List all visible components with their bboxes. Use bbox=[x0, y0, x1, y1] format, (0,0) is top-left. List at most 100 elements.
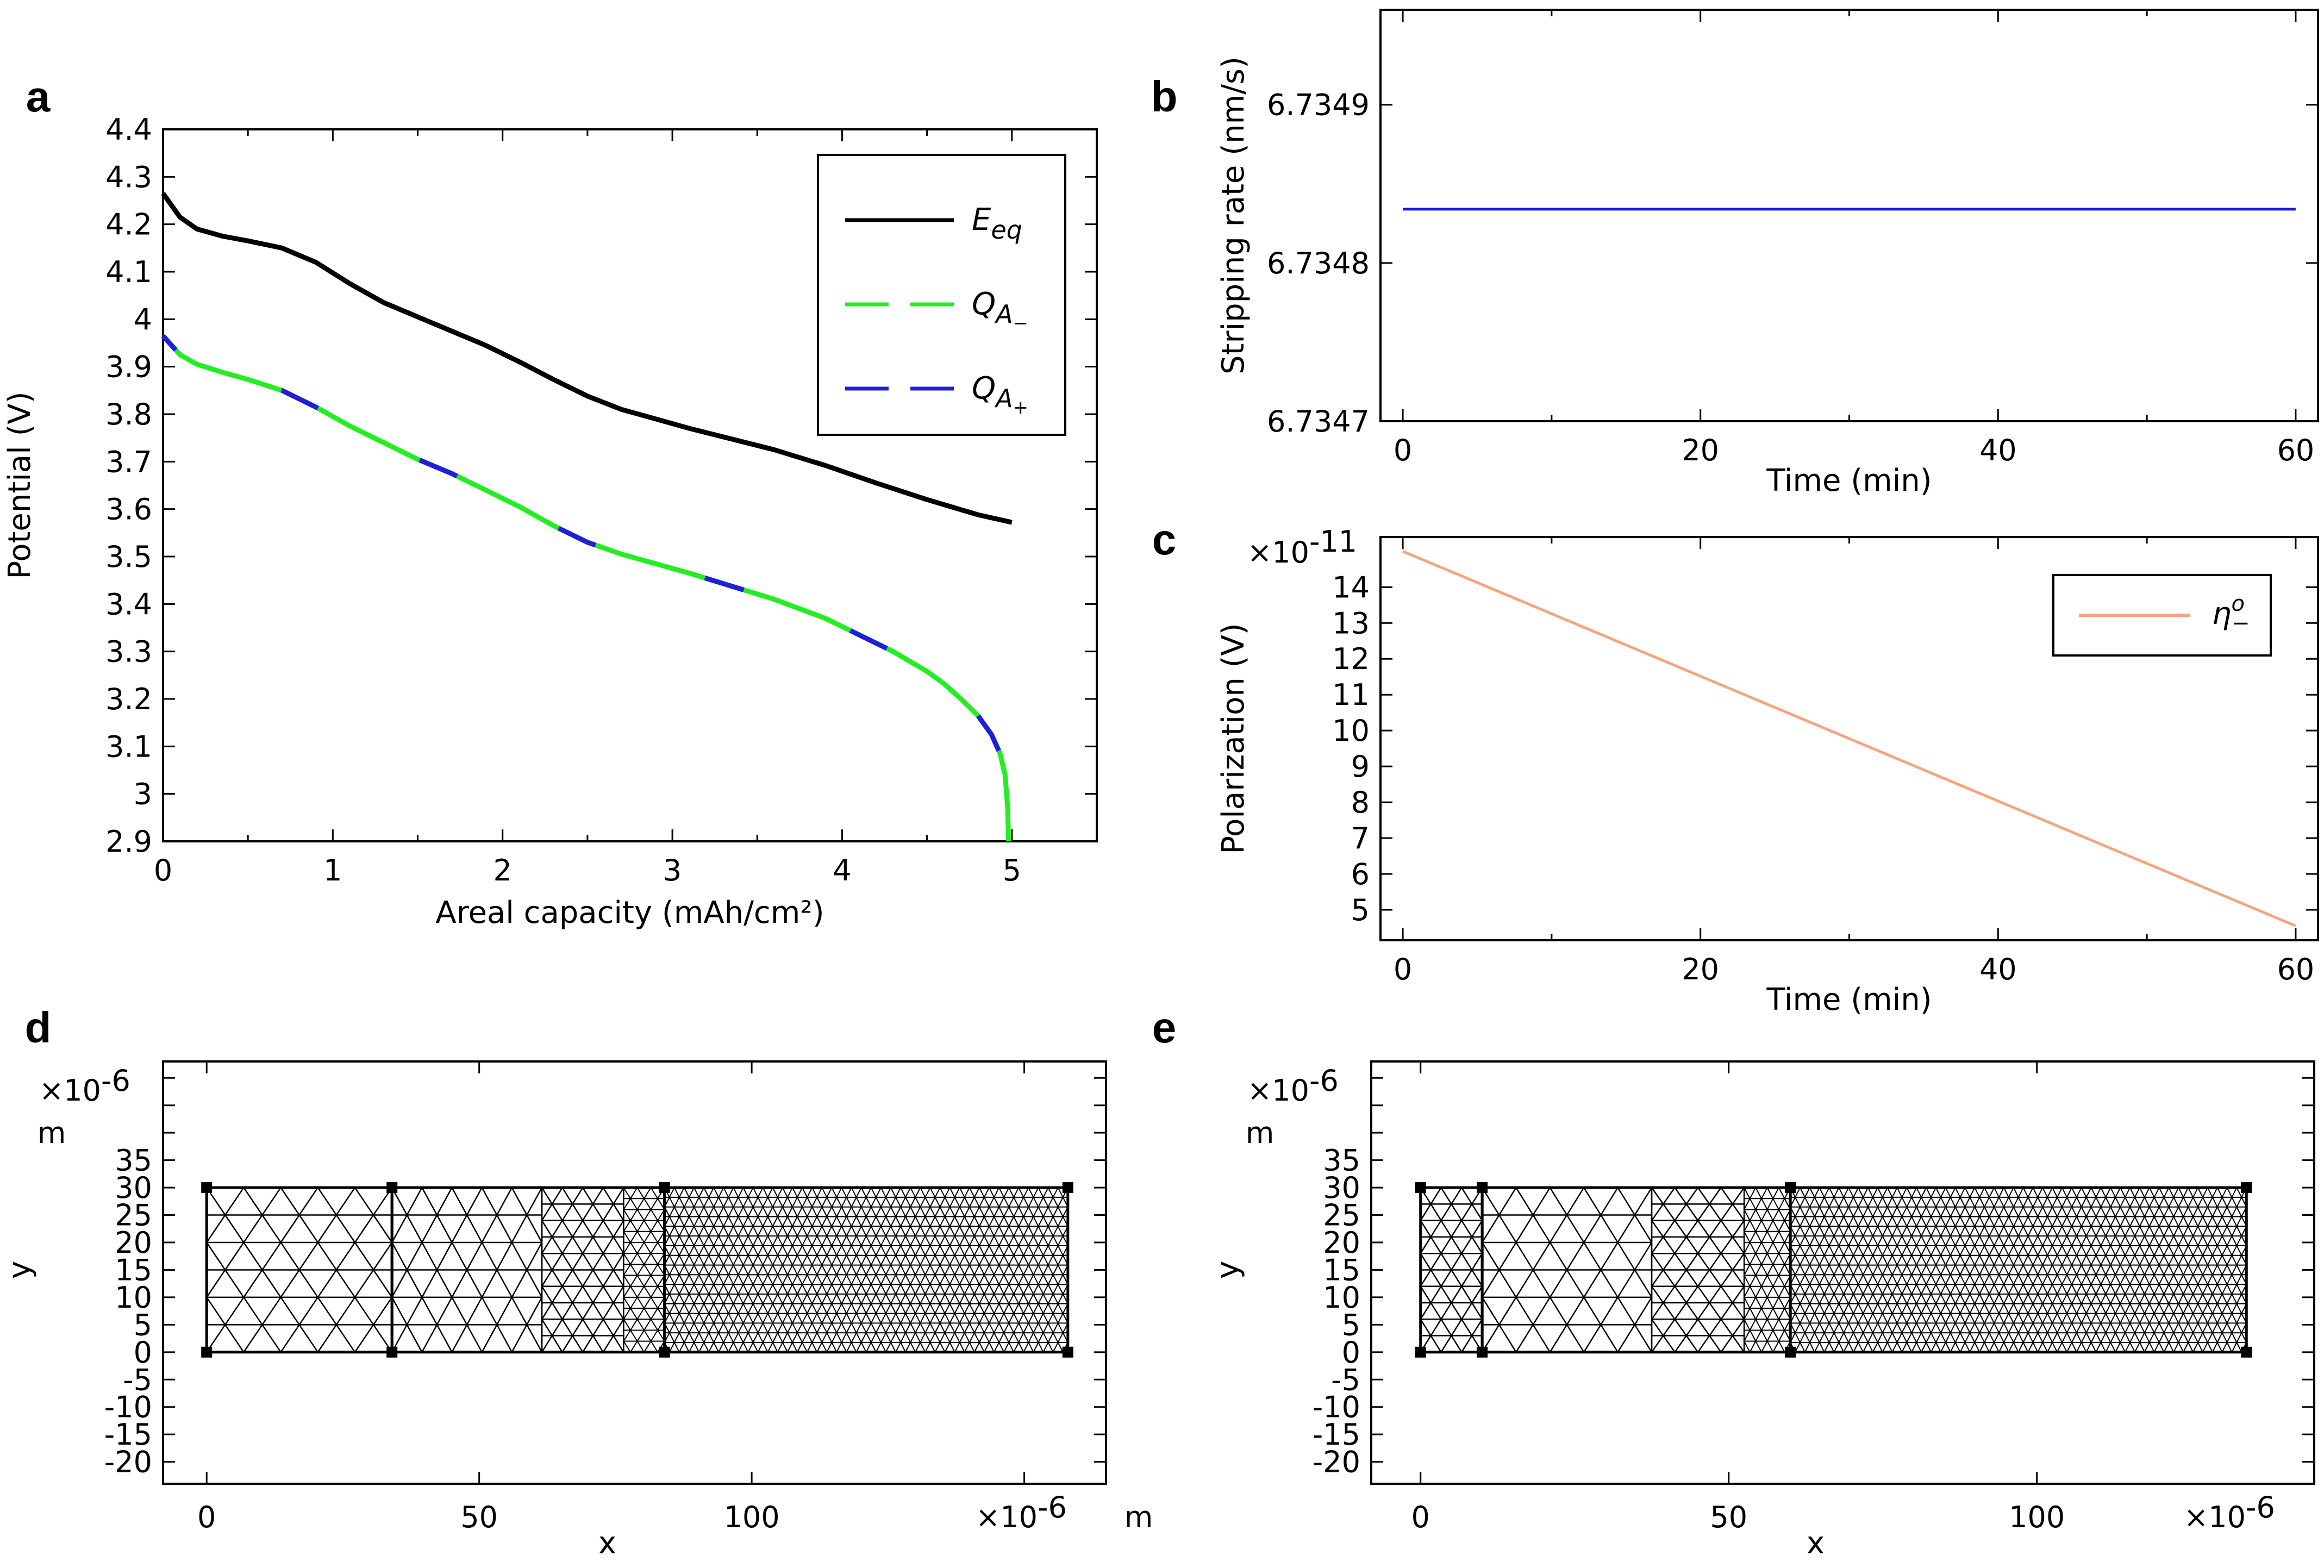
panel-label-a: a bbox=[26, 72, 51, 121]
series-line-eeq bbox=[161, 192, 1013, 525]
y-tick-label: 3.1 bbox=[105, 729, 152, 764]
y-tick-label: -5 bbox=[1331, 1363, 1360, 1397]
y-tick-label: 3.7 bbox=[105, 445, 152, 479]
y-tick-label: 2.9 bbox=[105, 824, 152, 859]
mesh-vertex bbox=[1785, 1346, 1796, 1358]
mesh-vertex bbox=[659, 1346, 670, 1358]
mesh-graded-medium bbox=[1651, 1186, 1745, 1353]
y-tick-label: 12 bbox=[1332, 642, 1370, 676]
x-tick-label: 40 bbox=[1979, 433, 2017, 467]
y-tick-label: 3.6 bbox=[105, 492, 152, 527]
mesh-vertex bbox=[1477, 1346, 1488, 1358]
y-axis-label: y bbox=[1210, 1261, 1246, 1279]
y-tick-label: 3.2 bbox=[105, 682, 152, 716]
x-tick-label: 100 bbox=[2009, 1500, 2065, 1534]
x-tick-label: 50 bbox=[1710, 1500, 1747, 1534]
y-exponent-label: ×10-6 bbox=[39, 1064, 130, 1108]
x-tick-label: 1 bbox=[323, 853, 342, 888]
y-tick-label: 6 bbox=[1351, 857, 1370, 891]
panel-label-e: e bbox=[1152, 1003, 1177, 1052]
x-tick-label: 20 bbox=[1682, 433, 1719, 467]
y-tick-label: 6.7348 bbox=[1267, 246, 1370, 280]
domain-outline bbox=[663, 1186, 1070, 1354]
x-exponent-label: ×10-6 bbox=[976, 1490, 1067, 1534]
legend-box bbox=[817, 154, 1066, 436]
mesh-vertex bbox=[2241, 1346, 2252, 1358]
mesh-graded-coarse bbox=[1481, 1186, 1653, 1353]
panel-d: 0 50 100-20-15-10-505101520253035×10-6m×10… bbox=[2, 1060, 1153, 1561]
y-exponent-label: ×10-6 bbox=[1247, 1064, 1339, 1108]
mesh-vertex bbox=[201, 1346, 213, 1358]
y-tick-label: -20 bbox=[1313, 1445, 1360, 1479]
y-tick-label: 25 bbox=[115, 1198, 152, 1233]
y-tick-label: 3.9 bbox=[105, 350, 152, 384]
panel-e: 0 50 100-20-15-10-505101520253035×10-6m×10… bbox=[1210, 1060, 2315, 1561]
x-exponent-label: ×10-6 bbox=[2184, 1490, 2275, 1534]
mesh-vertex bbox=[1062, 1182, 1073, 1194]
y-tick-label: 5 bbox=[1351, 893, 1370, 927]
mesh-graded-fine bbox=[623, 1187, 665, 1353]
mesh-fine bbox=[664, 1187, 1069, 1353]
mesh-fine bbox=[1790, 1187, 2247, 1353]
mesh-graded-fine bbox=[1744, 1187, 1791, 1353]
y-tick-label: 20 bbox=[1323, 1226, 1360, 1260]
panel-label-b: b bbox=[1151, 72, 1178, 121]
y-tick-label: 3.8 bbox=[105, 397, 152, 432]
mesh-vertex bbox=[1062, 1346, 1073, 1358]
x-tick-label: 0 bbox=[1411, 1500, 1430, 1534]
y-tick-label: 4.3 bbox=[105, 160, 152, 194]
y-tick-label: -10 bbox=[1313, 1390, 1360, 1425]
mesh-graded-coarse bbox=[391, 1186, 543, 1353]
y-tick-label: 30 bbox=[115, 1171, 152, 1205]
x-tick-label: 0 bbox=[154, 853, 172, 888]
y-axis-label: y bbox=[2, 1261, 38, 1279]
y-tick-label: 3.4 bbox=[105, 587, 152, 621]
y-tick-label: 35 bbox=[115, 1144, 152, 1178]
y-tick-label: 6.7347 bbox=[1267, 404, 1370, 439]
legend: Eeq QA− QA+ bbox=[817, 154, 1066, 436]
x-tick-label: 20 bbox=[1682, 952, 1719, 986]
y-tick-label: -5 bbox=[123, 1363, 152, 1397]
mesh-vertex bbox=[659, 1182, 670, 1194]
x-tick-label: 0 bbox=[1394, 433, 1412, 467]
domain-outline bbox=[1789, 1186, 2248, 1354]
x-tick-label: 60 bbox=[2277, 433, 2315, 467]
x-tick-label: 0 bbox=[1394, 952, 1412, 986]
y-tick-label: 7 bbox=[1351, 821, 1370, 855]
mesh-graded-medium bbox=[541, 1186, 624, 1353]
x-tick-label: 2 bbox=[493, 853, 512, 888]
mesh-thin bbox=[1420, 1186, 1483, 1353]
x-axis-label: x bbox=[1807, 1526, 1825, 1561]
y-tick-label: 30 bbox=[1323, 1171, 1360, 1205]
mesh-vertex bbox=[1415, 1182, 1426, 1194]
y-tick-label: 4.1 bbox=[105, 255, 152, 289]
y-tick-label: 10 bbox=[115, 1280, 152, 1315]
legend-label: ηo − bbox=[2212, 591, 2250, 636]
y-axis-label: Potential (V) bbox=[2, 391, 38, 579]
series-line-qa-minus bbox=[161, 334, 1011, 842]
y-tick-label: -15 bbox=[104, 1417, 152, 1452]
plot-frame bbox=[162, 1060, 1107, 1485]
y-tick-label: 5 bbox=[134, 1308, 152, 1342]
legend-label: QA+ bbox=[972, 371, 1028, 418]
y-tick-label: 20 bbox=[115, 1226, 152, 1260]
y-tick-label: -10 bbox=[104, 1390, 152, 1425]
y-tick-label: 6.7349 bbox=[1267, 88, 1370, 122]
x-axis-label: Areal capacity (mAh/cm²) bbox=[435, 895, 824, 930]
x-unit-label: m bbox=[1124, 1500, 1153, 1534]
legend-label: Eeq bbox=[972, 202, 1022, 245]
x-tick-label: 3 bbox=[663, 853, 682, 888]
panel-label-c: c bbox=[1152, 515, 1177, 564]
x-tick-label: 4 bbox=[833, 853, 851, 888]
series-line-polarization bbox=[1402, 550, 2296, 927]
x-axis-label: Time (min) bbox=[1766, 982, 1932, 1017]
x-tick-label: 40 bbox=[1979, 952, 2017, 986]
mesh bbox=[201, 1182, 1073, 1358]
plot-frame bbox=[1370, 1060, 2315, 1485]
x-tick-label: 5 bbox=[1003, 853, 1021, 888]
plot-frame bbox=[162, 128, 1098, 842]
legend-label: QA− bbox=[972, 286, 1028, 334]
mesh-vertex bbox=[386, 1182, 398, 1194]
x-tick-label: 60 bbox=[2277, 952, 2315, 986]
